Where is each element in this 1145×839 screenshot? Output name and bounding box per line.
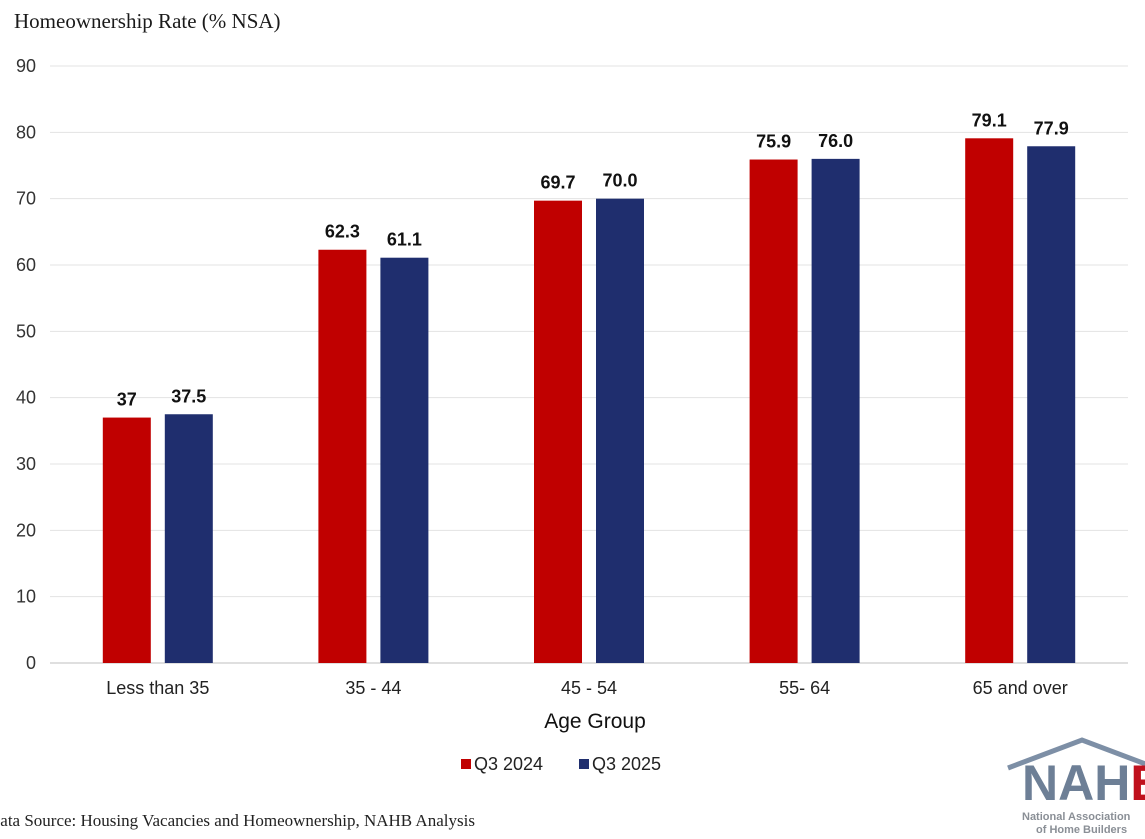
- legend-swatch: [579, 759, 589, 769]
- x-category-label: 45 - 54: [561, 678, 617, 698]
- y-tick-label: 60: [16, 255, 36, 275]
- bar-q3-2024: [102, 417, 151, 663]
- data-label: 76.0: [818, 131, 853, 151]
- data-label: 62.3: [325, 222, 360, 242]
- bar-q3-2025: [164, 414, 213, 663]
- data-label: 75.9: [756, 132, 791, 152]
- logo-roof-icon: [1007, 737, 1145, 771]
- nahb-logo: NAHB National Association of Home Builde…: [1007, 737, 1145, 836]
- data-label: 70.0: [602, 171, 637, 191]
- y-axis-ticks: 0 10 20 30 40 50 60 70 80 90: [16, 56, 36, 673]
- legend-label: Q3 2024: [474, 754, 543, 774]
- x-axis-label: Age Group: [544, 710, 646, 733]
- bar-q3-2024: [318, 249, 367, 663]
- y-tick-label: 90: [16, 56, 36, 76]
- y-tick-label: 0: [26, 653, 36, 673]
- logo-text-b: B: [1130, 755, 1145, 811]
- logo-text-a: NAH: [1022, 755, 1130, 811]
- bar-q3-2025: [380, 257, 429, 663]
- chart-title: Homeownership Rate (% NSA): [14, 9, 281, 33]
- bar-q3-2024: [965, 138, 1014, 663]
- y-tick-label: 70: [16, 189, 36, 209]
- legend: Q3 2024 Q3 2025: [461, 754, 661, 774]
- y-tick-label: 80: [16, 122, 36, 142]
- bar-q3-2025: [596, 198, 644, 663]
- x-category-label: 55- 64: [779, 678, 830, 698]
- y-tick-label: 50: [16, 321, 36, 341]
- bar-q3-2025: [1027, 146, 1076, 664]
- bar-q3-2024: [534, 200, 582, 663]
- bar-q3-2024: [749, 159, 798, 663]
- y-tick-label: 10: [16, 587, 36, 607]
- data-source-note: Data Source: Housing Vacancies and Homeo…: [0, 811, 475, 830]
- legend-label: Q3 2025: [592, 754, 661, 774]
- data-label: 61.1: [387, 230, 422, 250]
- x-category-label: 35 - 44: [345, 678, 401, 698]
- x-category-label: 65 and over: [973, 678, 1068, 698]
- legend-swatch: [461, 759, 471, 769]
- y-tick-label: 20: [16, 520, 36, 540]
- logo-wordmark: NAHB: [1022, 755, 1145, 811]
- data-label: 37: [117, 390, 137, 410]
- x-axis-categories: Less than 35 35 - 44 45 - 54 55- 64 65 and o…: [106, 678, 1067, 698]
- data-label: 37.5: [171, 386, 206, 406]
- bars: [102, 138, 1076, 664]
- data-label: 77.9: [1034, 118, 1069, 138]
- logo-line2: of Home Builders: [1036, 824, 1127, 836]
- gridlines: [50, 65, 1128, 664]
- data-label: 79.1: [972, 110, 1007, 130]
- logo-line1: National Association: [1022, 811, 1131, 823]
- y-tick-label: 40: [16, 388, 36, 408]
- x-category-label: Less than 35: [106, 678, 209, 698]
- y-tick-label: 30: [16, 454, 36, 474]
- data-labels: 37 37.5 62.3 61.1 69.7 70.0 75.9 76.0 79.1 77.9: [117, 110, 1069, 409]
- bar-q3-2025: [811, 158, 860, 663]
- data-label: 69.7: [540, 173, 575, 193]
